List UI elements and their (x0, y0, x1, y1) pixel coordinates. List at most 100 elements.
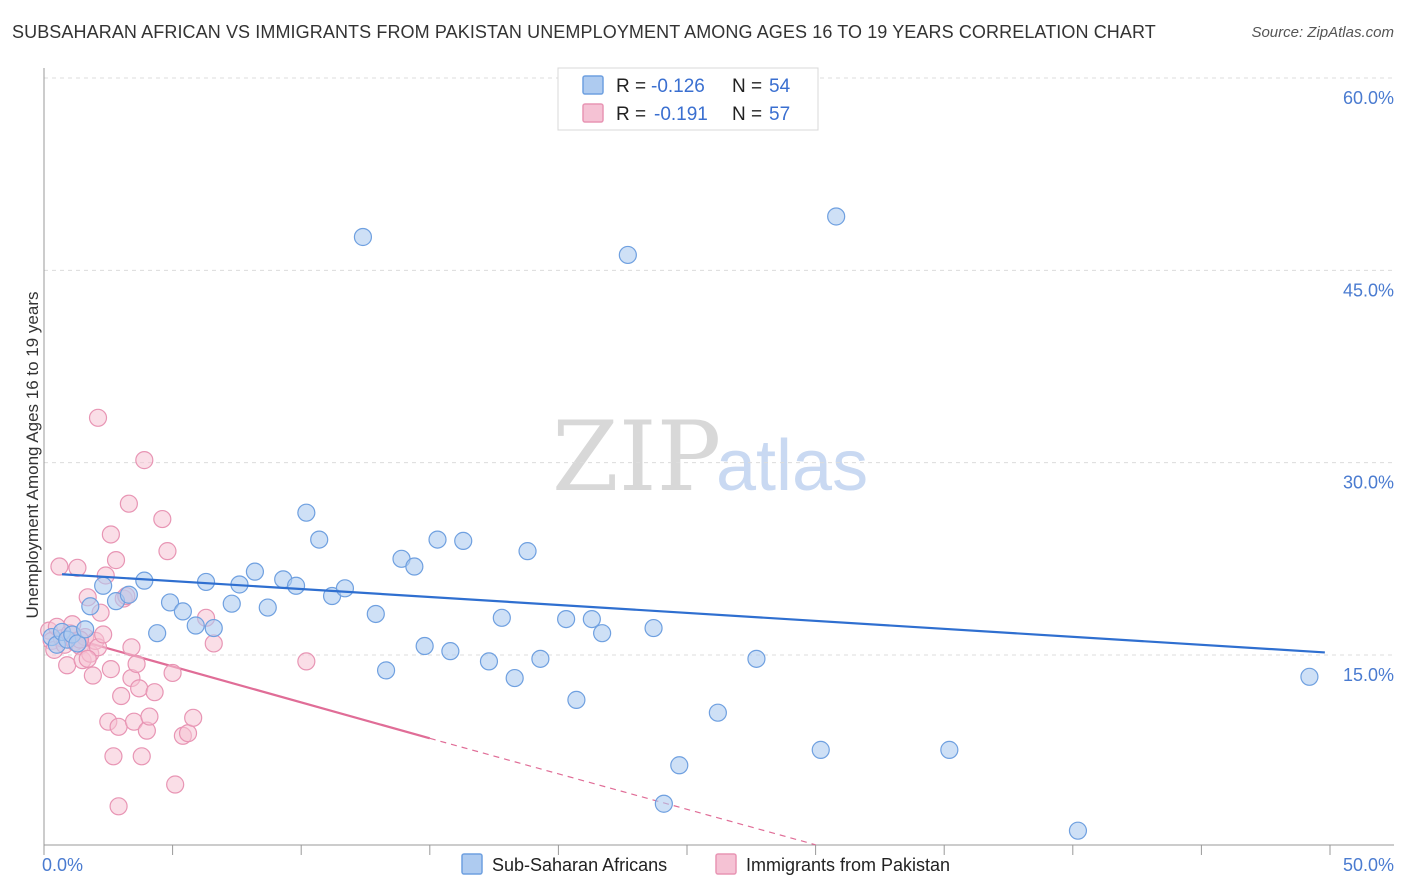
trendline-pakistan-dashed (429, 737, 816, 846)
data-point-pakistan (94, 625, 113, 644)
data-point-subsaharan (94, 576, 113, 595)
data-point-subsaharan (441, 642, 460, 661)
data-point-pakistan (140, 707, 159, 726)
y-tick-labels: 15.0% 30.0% 45.0% 60.0% (1343, 88, 1394, 685)
watermark-zip: ZIP (552, 401, 721, 513)
watermark-atlas: atlas (716, 426, 868, 506)
legend-r-value-2: -0.191 (654, 104, 708, 125)
trendline-pakistan (48, 630, 816, 846)
y-tick-label: 45.0% (1343, 280, 1394, 300)
data-point-pakistan (166, 775, 185, 794)
y-tick-label: 30.0% (1343, 473, 1394, 493)
data-point-subsaharan (148, 624, 167, 643)
y-axis-label: Unemployment Among Ages 16 to 19 years (23, 292, 42, 619)
data-point-pakistan (109, 797, 128, 816)
y-tick-label: 15.0% (1343, 665, 1394, 685)
data-point-subsaharan (68, 634, 87, 653)
y-tick-label: 60.0% (1343, 88, 1394, 108)
data-point-pakistan (119, 494, 138, 513)
data-point-subsaharan (173, 602, 192, 621)
data-point-subsaharan (518, 542, 537, 561)
data-point-subsaharan (708, 703, 727, 722)
data-point-pakistan (104, 747, 123, 766)
data-point-subsaharan (428, 530, 447, 549)
data-point-pakistan (101, 525, 120, 544)
data-point-subsaharan (593, 624, 612, 643)
data-point-subsaharan (297, 503, 316, 522)
x-tick-label: 0.0% (42, 855, 83, 875)
bottom-legend: Sub-Saharan Africans Immigrants from Pak… (461, 853, 950, 875)
data-point-subsaharan (1300, 667, 1319, 686)
data-point-pakistan (112, 686, 131, 706)
data-point-subsaharan (415, 636, 434, 656)
data-point-subsaharan (505, 668, 524, 688)
trendline-subsaharan-solid (61, 573, 1325, 654)
data-point-subsaharan (644, 618, 663, 638)
source-label: Source: ZipAtlas.com (1251, 24, 1394, 41)
data-point-pakistan (204, 634, 223, 653)
data-point-pakistan (68, 558, 87, 577)
data-point-subsaharan (670, 756, 689, 775)
bottom-legend-label-pakistan: Immigrants from Pakistan (746, 855, 950, 875)
data-point-pakistan (135, 451, 154, 470)
legend-n-value-2: 57 (769, 104, 790, 125)
data-point-pakistan (130, 679, 149, 698)
data-point-pakistan (109, 717, 128, 736)
data-point-pakistan (50, 557, 69, 576)
data-point-subsaharan (335, 579, 355, 598)
data-point-subsaharan (618, 245, 637, 265)
legend-r-label-1: R = (616, 76, 646, 97)
data-point-subsaharan (454, 531, 473, 550)
data-point-pakistan (184, 708, 203, 727)
x-tick-labels: 0.0% 50.0% (42, 855, 1394, 875)
legend-n-label-1: N = (732, 76, 762, 97)
data-point-pakistan (178, 724, 198, 743)
data-point-subsaharan (286, 576, 306, 595)
bottom-legend-label-subsaharan: Sub-Saharan Africans (492, 855, 667, 875)
data-point-subsaharan (811, 740, 830, 759)
data-point-subsaharan (81, 597, 100, 616)
x-tick-label: 50.0% (1343, 855, 1394, 875)
data-point-subsaharan (492, 608, 511, 627)
data-point-subsaharan (557, 609, 576, 629)
data-point-pakistan (297, 652, 316, 671)
data-point-subsaharan (258, 598, 277, 617)
trendline-pakistan-solid (48, 630, 431, 740)
data-point-pakistan (88, 408, 108, 427)
data-point-pakistan (83, 666, 102, 685)
legend: R = -0.126 N = 54 R = -0.191 N = 57 (557, 67, 819, 131)
data-point-subsaharan (376, 661, 396, 680)
data-point-subsaharan (582, 609, 601, 629)
data-point-pakistan (101, 660, 120, 679)
data-point-pakistan (158, 542, 177, 561)
legend-n-label-2: N = (732, 104, 762, 125)
data-point-pakistan (163, 663, 182, 683)
data-point-pakistan (127, 654, 146, 674)
legend-r-value-1: -0.126 (651, 76, 705, 97)
data-point-subsaharan (1068, 821, 1088, 840)
data-point-subsaharan (940, 740, 959, 759)
data-point-subsaharan (222, 594, 241, 613)
data-point-subsaharan (204, 618, 223, 638)
data-point-subsaharan (245, 562, 265, 581)
axes (43, 68, 1394, 855)
data-point-pakistan (78, 649, 97, 668)
bottom-legend-swatch-subsaharan (461, 853, 483, 875)
data-point-pakistan (145, 683, 164, 702)
trendline-subsaharan (61, 573, 1325, 654)
data-point-pakistan (122, 638, 141, 657)
legend-n-value-1: 54 (769, 76, 791, 97)
data-point-pakistan (106, 551, 126, 570)
data-point-subsaharan (567, 690, 586, 709)
data-point-subsaharan (366, 604, 385, 624)
data-point-pakistan (132, 747, 151, 766)
data-point-pakistan (153, 509, 172, 529)
data-point-subsaharan (119, 585, 138, 604)
legend-swatch-pakistan (582, 103, 604, 123)
series-subsaharan-points (42, 207, 1319, 840)
data-point-subsaharan (479, 652, 499, 671)
data-point-subsaharan (353, 227, 373, 247)
data-point-subsaharan (654, 794, 673, 813)
legend-r-label-2: R = (616, 104, 646, 125)
